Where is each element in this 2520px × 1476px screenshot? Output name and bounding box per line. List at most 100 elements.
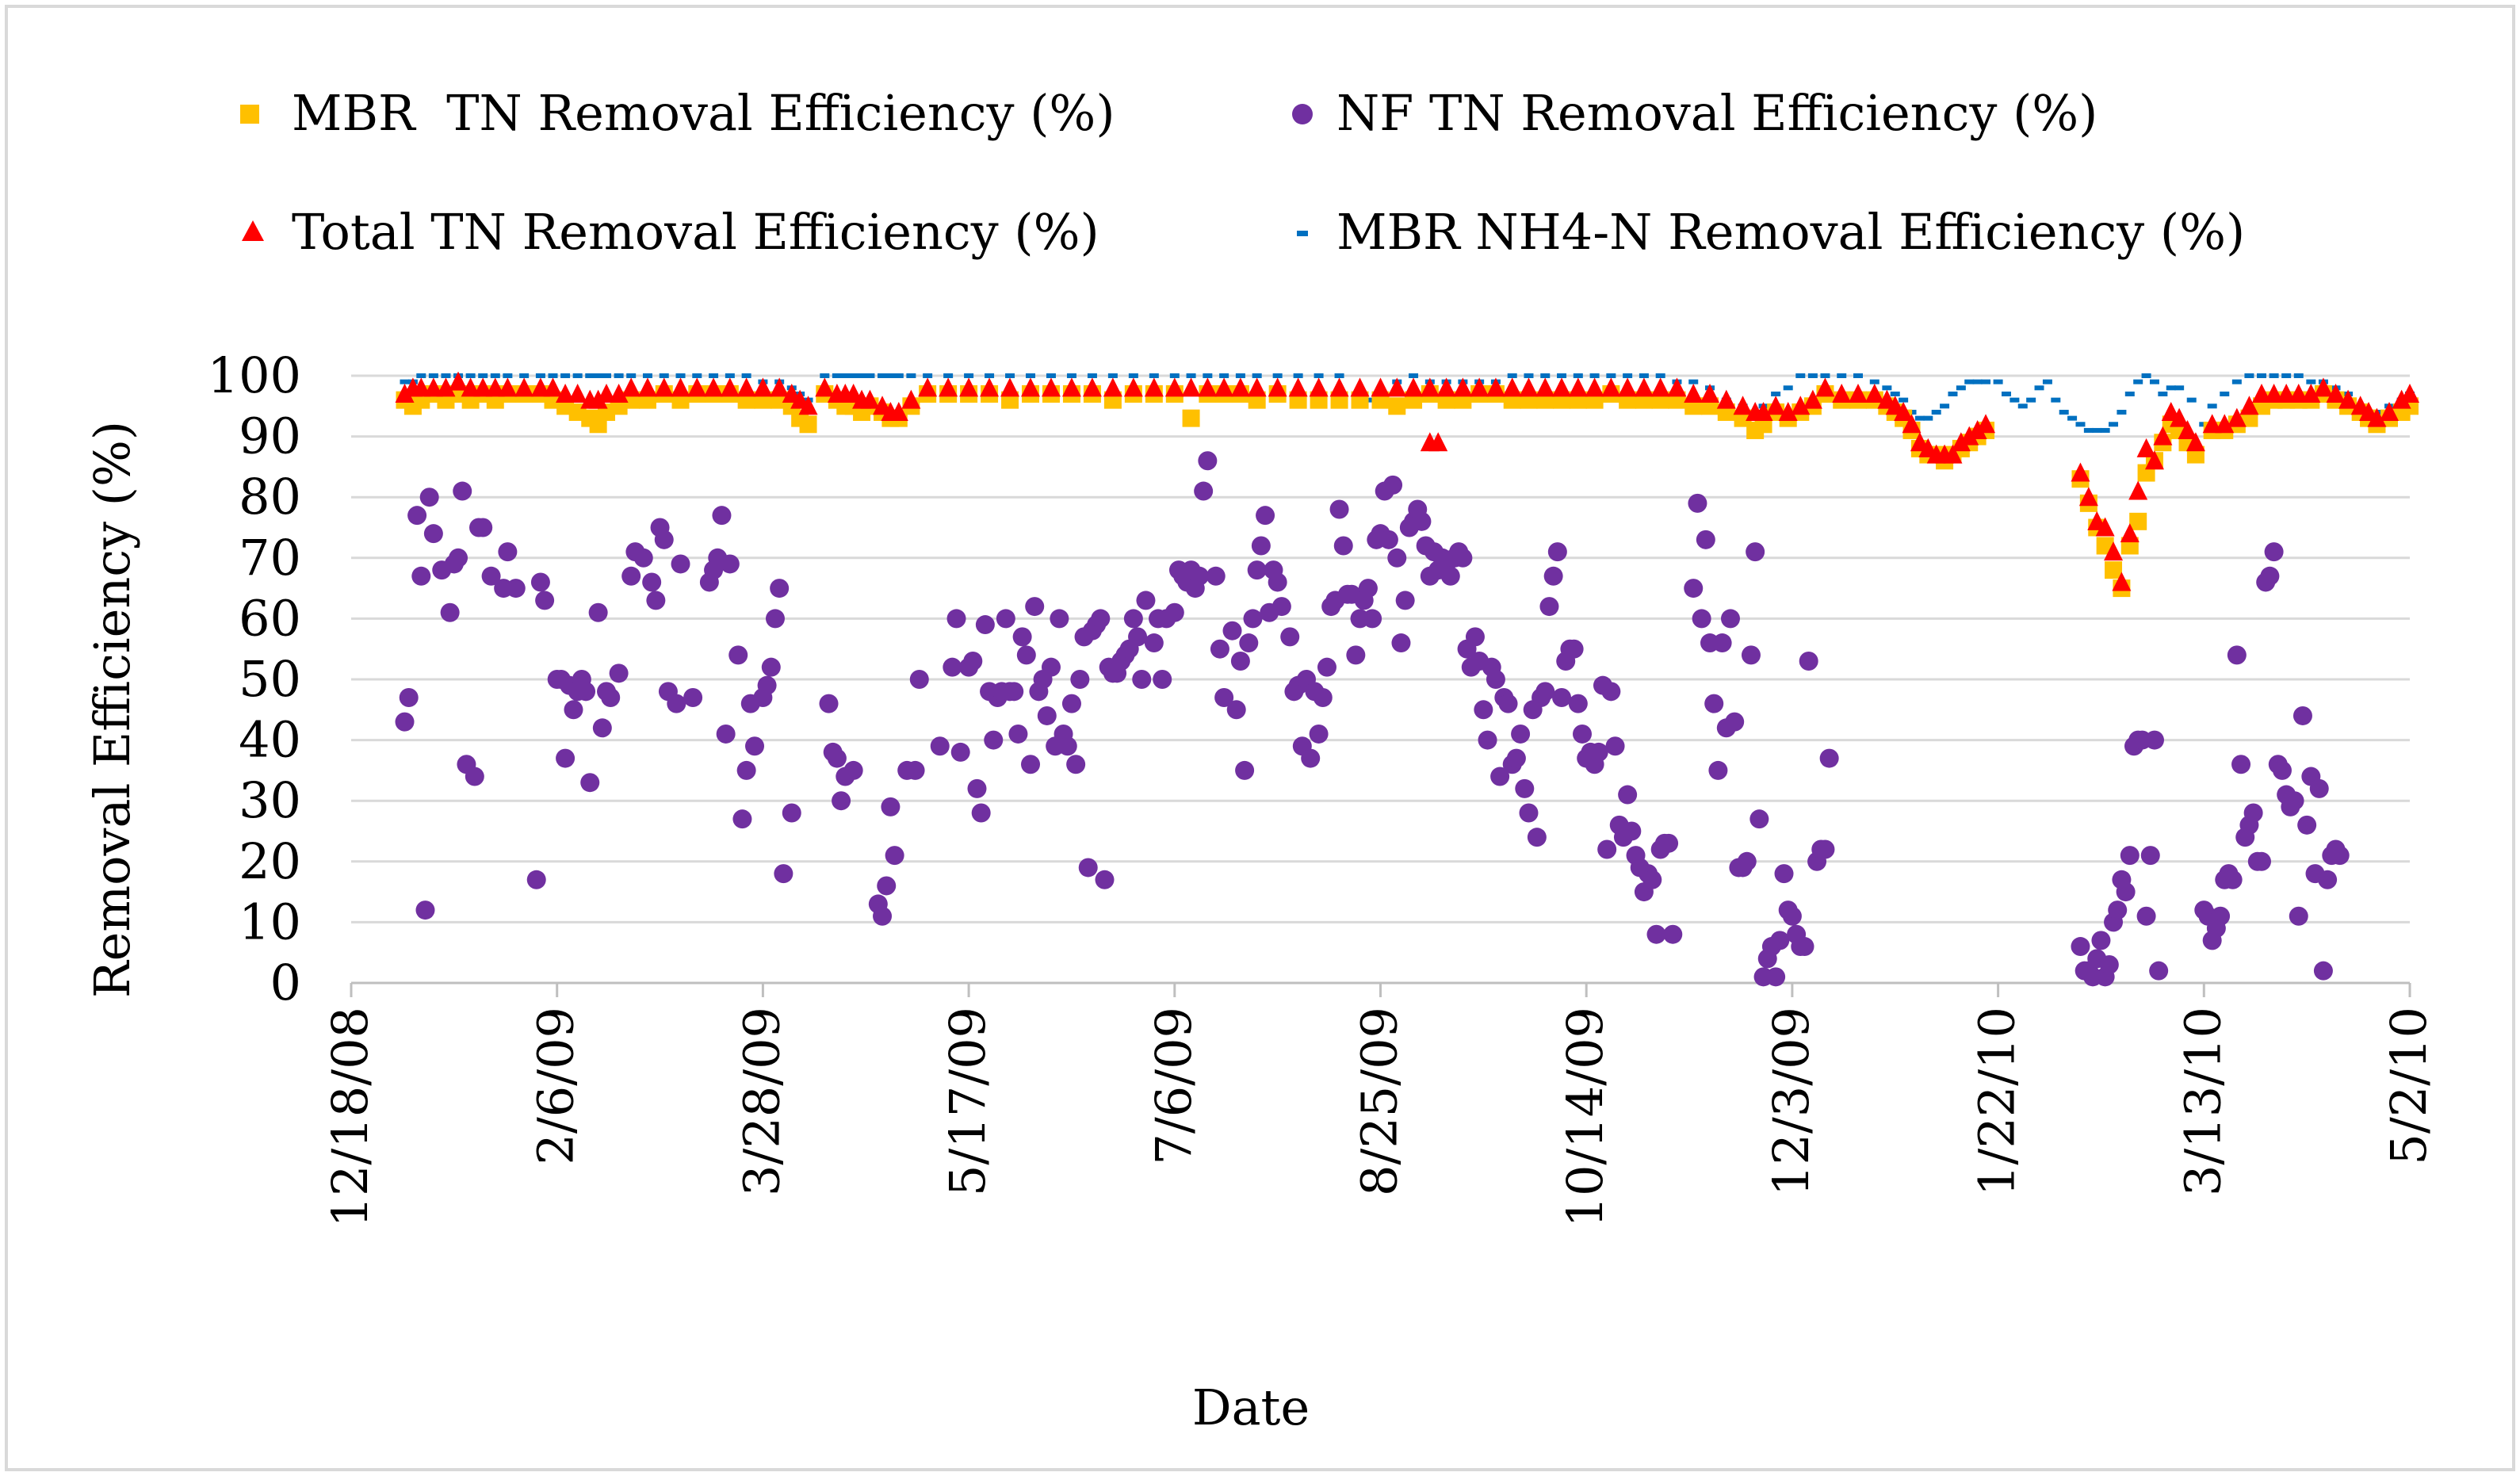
total-tn-point <box>2153 426 2173 445</box>
series-circle <box>395 451 2350 987</box>
nf-tn-point <box>827 748 847 768</box>
nf-tn-point <box>1725 712 1745 732</box>
nf-tn-point <box>1618 785 1638 805</box>
mbr-nh4-point <box>1409 373 1419 378</box>
total-tn-point <box>2112 572 2132 591</box>
mbr-nh4-point <box>865 373 875 378</box>
total-tn-point <box>1436 377 1456 397</box>
nf-tn-point <box>1395 591 1415 610</box>
nf-tn-point <box>1256 506 1275 526</box>
mbr-nh4-point <box>1869 379 1879 384</box>
total-tn-point <box>939 377 958 397</box>
nf-tn-point <box>1123 609 1143 629</box>
total-tn-point <box>1601 377 1621 397</box>
legend-item-mbr-tn: MBR TN Removal Efficiency (%) <box>240 84 1115 142</box>
total-tn-point <box>2326 383 2346 403</box>
total-tn-point <box>1568 377 1588 397</box>
mbr-nh4-point <box>2166 385 2176 391</box>
nf-tn-point <box>1622 821 1642 841</box>
x-tick-label: 10/14/09 <box>1556 1007 1614 1227</box>
mbr-nh4-point <box>519 373 530 378</box>
nf-tn-point <box>1688 493 1707 513</box>
total-tn-point <box>1552 377 1572 397</box>
total-tn-point <box>543 377 563 397</box>
nf-tn-point <box>2243 803 2263 823</box>
nf-tn-point <box>473 518 493 537</box>
nf-tn-point <box>411 566 431 586</box>
nf-tn-point <box>1696 530 1715 549</box>
nf-tn-point <box>963 652 983 671</box>
total-tn-point <box>2264 383 2284 403</box>
nf-tn-point <box>1774 864 1794 884</box>
nf-tn-point <box>2149 961 2169 981</box>
nf-tn-point <box>671 554 690 574</box>
nf-tn-point <box>588 602 608 622</box>
x-tick-label: 7/6/09 <box>1145 1007 1203 1165</box>
total-tn-point <box>1894 401 1914 421</box>
mbr-nh4-point <box>2231 379 2242 384</box>
y-tick-label: 70 <box>239 529 301 587</box>
mbr-nh4-point <box>2149 379 2159 384</box>
nf-tn-point <box>2285 791 2304 811</box>
nf-tn-point <box>407 506 427 526</box>
total-tn-point <box>609 383 629 403</box>
total-tn-point <box>1733 396 1753 415</box>
nf-tn-point <box>2136 906 2156 926</box>
mbr-nh4-point <box>642 373 652 378</box>
total-tn-point <box>736 377 756 397</box>
nf-tn-point <box>440 602 460 622</box>
mbr-nh4-point <box>478 373 488 378</box>
total-tn-point <box>1350 377 1370 397</box>
mbr-nh4-point <box>675 373 686 378</box>
plot-area <box>395 371 2419 987</box>
total-tn-point <box>2178 419 2197 439</box>
mbr-nh4-point <box>428 373 438 378</box>
nf-tn-point <box>1301 748 1321 768</box>
nf-tn-point <box>971 803 991 823</box>
nf-tn-point <box>1025 597 1045 617</box>
nf-tn-point <box>423 524 443 544</box>
nf-tn-point <box>1391 633 1411 653</box>
total-tn-point <box>530 377 550 397</box>
mbr-nh4-point <box>2141 373 2151 378</box>
mbr-nh4-point <box>1272 373 1283 378</box>
x-axis <box>350 981 2411 997</box>
mbr-nh4-point <box>1914 415 1925 421</box>
y-tick-label: 60 <box>239 589 301 647</box>
nf-tn-point <box>1041 657 1061 677</box>
nf-tn-point <box>1235 760 1255 780</box>
total-tn-point <box>1420 377 1440 397</box>
mbr-nh4-point <box>923 373 933 378</box>
mbr-nh4-point <box>1837 373 1847 378</box>
mbr-nh4-point <box>2174 385 2185 391</box>
mbr-tn-point <box>1182 409 1200 427</box>
total-tn-point <box>1791 396 1811 415</box>
mbr-nh4-point <box>1972 379 1983 384</box>
nf-tn-point <box>1132 670 1152 689</box>
gridlines <box>351 374 2410 923</box>
nf-tn-point <box>1506 748 1526 768</box>
nf-tn-point <box>415 901 435 920</box>
total-tn-point <box>2301 383 2321 403</box>
legend-label-mbr-nh4: MBR NH4-N Removal Efficiency (%) <box>1336 203 2245 261</box>
nf-tn-point <box>2211 906 2231 926</box>
total-tn-point <box>2095 517 2115 537</box>
total-tn-point <box>2170 407 2189 427</box>
nf-tn-point <box>885 846 904 866</box>
nf-tn-point <box>2297 815 2317 835</box>
mbr-nh4-point <box>2133 379 2143 384</box>
mbr-nh4-point <box>2158 391 2168 396</box>
nf-tn-point <box>2272 760 2292 780</box>
nf-tn-point <box>1573 724 1593 744</box>
mbr-nh4-point <box>2059 409 2069 415</box>
chart-border <box>5 5 2515 1471</box>
nf-tn-point <box>1737 851 1757 871</box>
total-tn-point <box>1753 401 1773 421</box>
total-tn-point <box>2136 438 2156 457</box>
x-tick-label: 8/25/09 <box>1351 1007 1409 1196</box>
total-tn-point <box>1428 432 1448 452</box>
mbr-nh4-point <box>2075 422 2086 427</box>
nf-tn-point <box>1012 627 1032 647</box>
total-tn-point <box>2289 383 2308 403</box>
total-tn-point <box>568 383 587 403</box>
